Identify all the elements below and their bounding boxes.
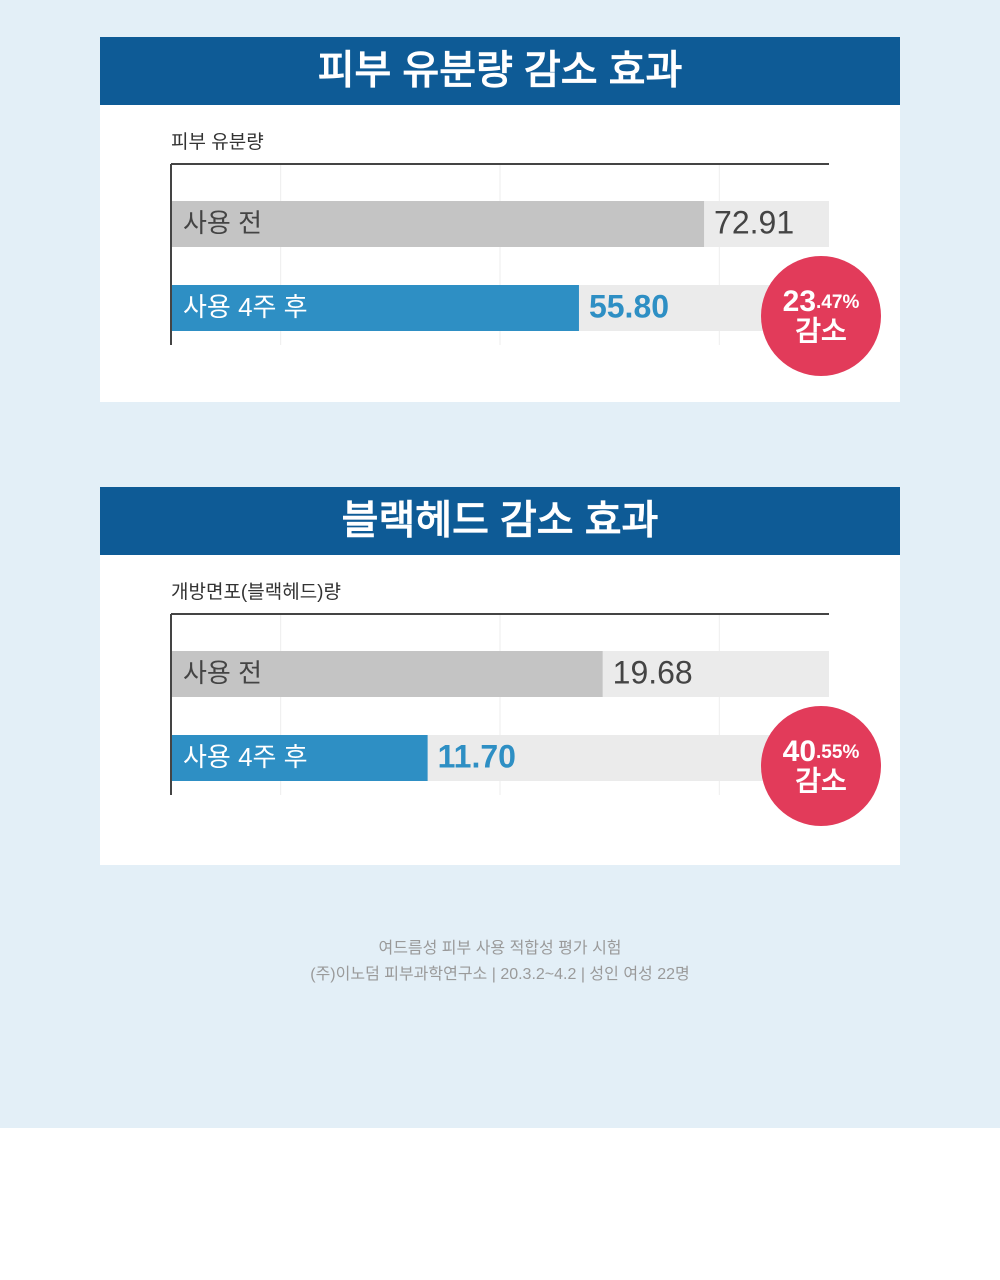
value-label: 72.91 [714, 204, 794, 240]
badge-fraction: .47% [816, 292, 859, 313]
category-label: 사용 4주 후 [183, 742, 308, 772]
value-label: 11.70 [438, 738, 516, 774]
value-label: 55.80 [589, 288, 669, 324]
bar [171, 651, 603, 697]
badge-number: 40 [783, 735, 816, 768]
badge-value: 23.47% [783, 285, 860, 318]
badge-value: 40.55% [783, 735, 860, 768]
badge-label: 감소 [795, 315, 847, 346]
card-header [100, 487, 900, 555]
footer-line: 여드름성 피부 사용 적합성 평가 시험 [378, 939, 621, 957]
badge-number: 23 [783, 285, 816, 318]
badge [761, 256, 881, 376]
axis-label: 개방면포(블랙헤드)량 [171, 581, 341, 603]
value-label: 19.68 [613, 654, 693, 690]
bar [171, 285, 579, 331]
badge-label: 감소 [795, 765, 847, 796]
axis-label: 피부 유분량 [171, 131, 264, 153]
category-label: 사용 4주 후 [183, 292, 308, 322]
footer-line: (주)이노덤 피부과학연구소 | 20.3.2~4.2 | 성인 여성 22명 [310, 965, 689, 983]
card-title: 블랙헤드 감소 효과 [342, 499, 659, 543]
bar [171, 201, 705, 247]
card-title: 피부 유분량 감소 효과 [318, 49, 683, 93]
bar [171, 735, 428, 781]
category-label: 사용 전 [183, 208, 262, 238]
badge-fraction: .55% [816, 742, 859, 763]
badge [761, 706, 881, 826]
category-label: 사용 전 [183, 658, 262, 688]
card-header [100, 37, 900, 105]
